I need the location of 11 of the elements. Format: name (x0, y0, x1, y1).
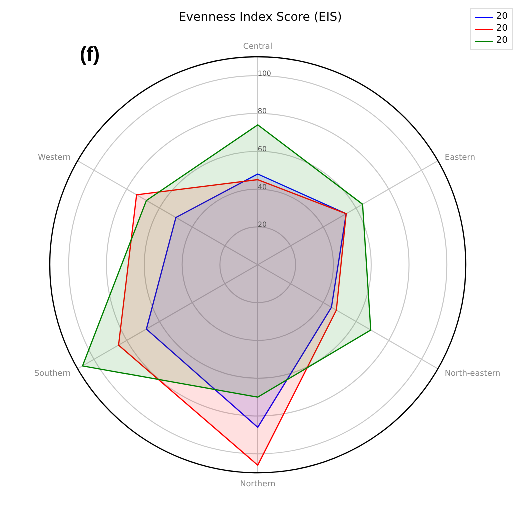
legend-label: 20 (496, 11, 508, 23)
text: (f) (80, 44, 100, 67)
legend-label: 20 (496, 23, 508, 35)
spoke-label: Western (38, 152, 71, 162)
spoke-label: Southern (34, 368, 71, 378)
spoke-label: Eastern (445, 152, 476, 162)
spoke-label: North-eastern (445, 368, 501, 378)
legend-label: 20 (496, 35, 508, 47)
spoke-label: Northern (240, 480, 276, 489)
chart-title: Evenness Index Score (EIS) (178, 10, 342, 24)
spoke-label: Central (243, 42, 273, 51)
